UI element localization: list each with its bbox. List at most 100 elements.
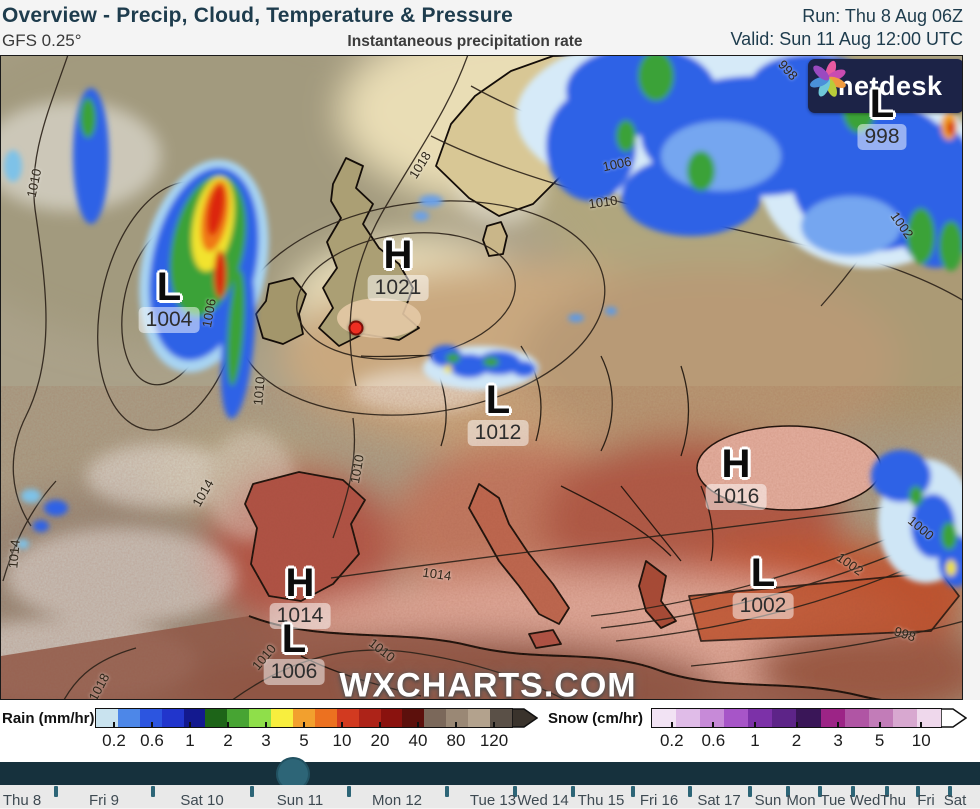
isobar-label: 1010 — [23, 167, 45, 199]
legend-color-segment — [844, 709, 869, 727]
timeline-day-label[interactable]: Sun — [754, 792, 782, 809]
legend-tick-label: 40 — [408, 731, 428, 750]
rain-legend-title: Rain (mm/hr) — [2, 710, 95, 727]
legend-color-segment — [293, 709, 315, 727]
legend-color-segment — [117, 709, 140, 727]
timeline-tick — [885, 786, 889, 797]
timeline-day-label[interactable]: Sat 17 — [697, 792, 741, 809]
legend-tick-label: 5 — [299, 731, 309, 750]
isobar-label: 1010 — [347, 453, 367, 485]
legend-color-segment — [868, 709, 893, 727]
metdesk-logo: metdesk — [808, 59, 962, 113]
time-slider-handle[interactable] — [276, 756, 310, 791]
timeline-day-label[interactable]: Mon — [786, 792, 816, 809]
legend-color-segment — [772, 709, 797, 727]
timeline-scale: Thu 8 Fri 9 Sat 10 Sun 11 Mon 12 Tue 13 Wed 14… — [0, 785, 980, 809]
timeline-tick — [151, 786, 155, 797]
isobar-label: 1000 — [905, 512, 937, 544]
legend-tick-label: 80 — [446, 731, 466, 750]
legend-color-segment — [336, 709, 359, 727]
timeline-tick — [513, 786, 517, 797]
isobar-label: 1010 — [248, 641, 280, 673]
timeline-tick — [851, 786, 855, 797]
timeline-day-label[interactable]: Fri 16 — [639, 792, 679, 809]
legend-tick-label: 3 — [833, 731, 843, 750]
pressure-value: 1014 — [269, 603, 331, 629]
pressure-center-l-1012: L 1012 — [467, 380, 529, 446]
timeline-day-label[interactable]: Wed 14 — [517, 792, 569, 809]
legend-color-segment — [96, 709, 118, 727]
pressure-value: 1021 — [367, 275, 429, 301]
timeline-day-label[interactable]: Fri — [917, 792, 935, 809]
isobar-label: 1014 — [5, 538, 23, 570]
legend-tick-label: 10 — [332, 731, 352, 750]
pressure-center-h-1014: H 1014 — [269, 561, 331, 629]
timeline-tick — [786, 786, 790, 797]
pressure-letter: H — [721, 442, 751, 486]
snow-scale-labels: 0.2 0.6 1 2 3 5 10 — [651, 731, 942, 753]
timeline-day-label[interactable]: Thu 15 — [577, 792, 625, 809]
legend-color-segment — [446, 709, 469, 727]
timeline-day-label[interactable]: Tue — [820, 792, 846, 809]
legend-color-segment — [183, 709, 206, 727]
timeline-day-label[interactable]: Sun 11 — [276, 792, 324, 809]
map-label-overlay: WXCHARTS.COM metdesk L 1004 H 1021 L 1012 H 101… — [1, 56, 962, 699]
legend-tick-label: 2 — [791, 731, 802, 750]
legend-tick-label: 1 — [750, 731, 760, 750]
timeline-day-label[interactable]: Thu — [880, 792, 906, 809]
isobar-label: 1002 — [833, 549, 867, 579]
rain-scale-labels: 0.2 0.6 1 2 3 5 10 20 40 80 120 — [95, 731, 513, 753]
pressure-center-h-1021: H 1021 — [367, 233, 429, 301]
legend-bar: Rain (mm/hr) 0.2 0.6 1 2 3 5 10 20 40 80 120 Snow … — [0, 700, 980, 762]
isobar-label: 1018 — [405, 148, 435, 182]
legend-color-segment — [892, 709, 917, 727]
timeline-track[interactable] — [0, 756, 980, 791]
timeline-day-label[interactable]: Wed — [849, 792, 881, 809]
timeline-day-label[interactable]: Sat — [943, 792, 967, 809]
run-time-label: Run: Thu 8 Aug 06Z — [802, 6, 963, 26]
legend-color-segment — [161, 709, 184, 727]
legend-tick-label: 3 — [261, 731, 271, 750]
legend-color-segment — [796, 709, 821, 727]
snow-legend-title: Snow (cm/hr) — [548, 710, 644, 727]
weather-map-canvas[interactable]: WXCHARTS.COM metdesk L 1004 H 1021 L 1012 H 101… — [0, 55, 963, 700]
watermark: WXCHARTS.COM — [339, 666, 637, 700]
isobar-label: 1010 — [365, 635, 399, 665]
isobar-label: 998 — [775, 56, 801, 84]
pressure-letter: H — [383, 233, 413, 277]
pressure-value: 1002 — [732, 593, 794, 619]
pressure-center-l-1004: L 1004 — [138, 265, 200, 333]
pressure-letter: L — [750, 551, 776, 595]
isobar-label: 1014 — [421, 564, 453, 584]
legend-color-segment — [424, 709, 447, 727]
pressure-letter: H — [285, 561, 315, 605]
timeline-day-label[interactable]: Fri 9 — [89, 792, 119, 809]
metdesk-starburst-icon — [810, 60, 846, 97]
legend-color-segment — [249, 709, 272, 727]
legend-tick-label: 5 — [874, 731, 885, 750]
legend-color-segment — [358, 709, 381, 727]
legend-color-segment — [205, 709, 228, 727]
snow-scale-arrow — [941, 708, 967, 728]
pressure-value: 1006 — [263, 659, 325, 685]
timeline-tick — [571, 786, 575, 797]
timeline-day-label[interactable]: Tue 13 — [469, 792, 517, 809]
pressure-center-h-1016: H 1016 — [705, 442, 767, 510]
isobar-label: 1010 — [250, 375, 268, 407]
legend-tick-label: 120 — [479, 731, 509, 750]
metdesk-logo-text: metdesk — [829, 70, 943, 101]
timeline-day-label[interactable]: Sat 10 — [180, 792, 224, 809]
timeline-day-label[interactable]: Thu 8 — [2, 792, 42, 809]
timeline-tick — [250, 786, 254, 797]
pressure-letter: L — [156, 265, 182, 309]
timeline-tick — [631, 786, 635, 797]
pressure-value: 1016 — [705, 484, 767, 510]
timeline-tick — [916, 786, 920, 797]
rain-color-scale — [95, 708, 513, 728]
map-graphic — [1, 56, 962, 699]
page-title: Overview - Precip, Cloud, Temperature & … — [2, 4, 514, 27]
legend-tick-label: 0.6 — [701, 731, 726, 750]
timeline-day-label[interactable]: Mon 12 — [371, 792, 423, 809]
pressure-center-l-1002: L 1002 — [732, 551, 794, 619]
isobar-label: 1018 — [85, 670, 113, 700]
